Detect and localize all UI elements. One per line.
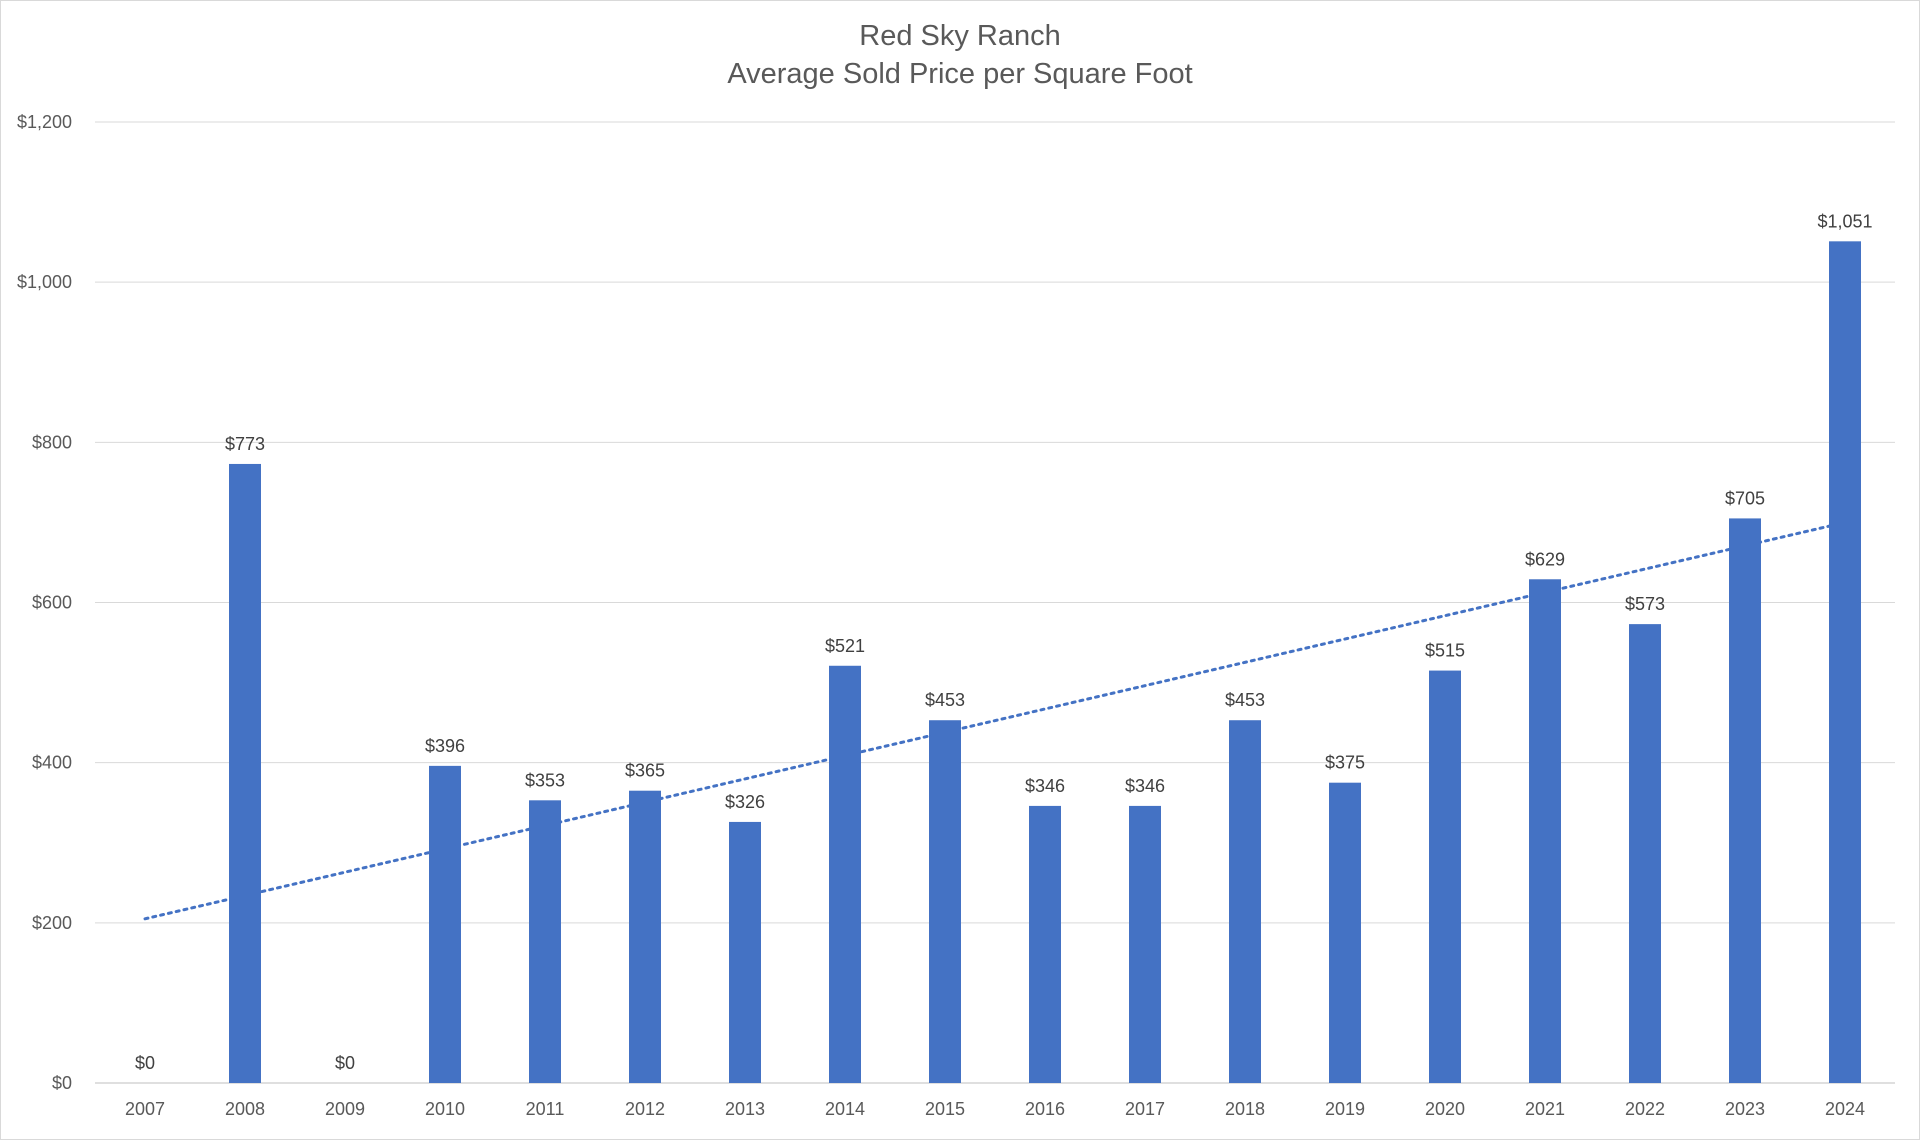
y-tick-label: $800 [32,432,72,452]
data-label: $573 [1625,594,1665,614]
y-tick-label: $1,200 [17,112,72,132]
bar [1829,241,1861,1084]
data-label: $1,051 [1817,211,1872,231]
y-tick-label: $0 [52,1073,72,1093]
x-tick-label: 2013 [725,1099,765,1119]
data-label: $521 [825,636,865,656]
x-tick-label: 2010 [425,1099,465,1119]
x-tick-label: 2019 [1325,1099,1365,1119]
bar [1229,720,1261,1083]
x-tick-label: 2007 [125,1099,165,1119]
bar [429,765,461,1083]
x-tick-label: 2009 [325,1099,365,1119]
y-tick-label: $200 [32,913,72,933]
bar [1429,670,1461,1083]
x-tick-label: 2021 [1525,1099,1565,1119]
y-tick-label: $400 [32,753,72,773]
data-label: $353 [525,770,565,790]
data-label: $629 [1525,549,1565,569]
data-label: $365 [625,761,665,781]
trendline [143,520,1847,921]
x-tick-label: 2012 [625,1099,665,1119]
bar [1729,518,1761,1083]
x-tick-label: 2022 [1625,1099,1665,1119]
x-tick-label: 2020 [1425,1099,1465,1119]
y-tick-label: $1,000 [17,272,72,292]
x-tick-label: 2014 [825,1099,865,1119]
data-label: $453 [925,690,965,710]
bar [1629,624,1661,1083]
bar [1129,805,1161,1083]
data-label: $515 [1425,641,1465,661]
data-label: $346 [1025,776,1065,796]
bar [229,463,261,1084]
bar [829,665,861,1083]
x-tick-label: 2023 [1725,1099,1765,1119]
y-tick-label: $600 [32,593,72,613]
data-label: $346 [1125,776,1165,796]
x-tick-label: 2011 [526,1099,565,1119]
data-label: $0 [135,1053,155,1073]
x-tick-label: 2016 [1025,1099,1065,1119]
bar [629,790,661,1083]
bar [929,720,961,1083]
data-label: $453 [1225,690,1265,710]
x-tick-label: 2018 [1225,1099,1265,1119]
data-label: $0 [335,1053,355,1073]
chart-subtitle: Average Sold Price per Square Foot [727,58,1193,90]
bar [1529,579,1561,1083]
data-label: $396 [425,736,465,756]
x-tick-label: 2017 [1125,1099,1165,1119]
x-tick-label: 2008 [225,1099,265,1119]
chart-title: Red Sky Ranch [859,20,1061,52]
x-tick-label: 2024 [1825,1099,1865,1119]
bar [1329,782,1361,1083]
bar [529,800,561,1083]
data-label: $375 [1325,753,1365,773]
data-label: $773 [225,434,265,454]
data-label: $705 [1725,488,1765,508]
bar [1029,805,1061,1083]
data-label: $326 [725,792,765,812]
x-tick-label: 2015 [925,1099,965,1119]
bar [729,821,761,1083]
